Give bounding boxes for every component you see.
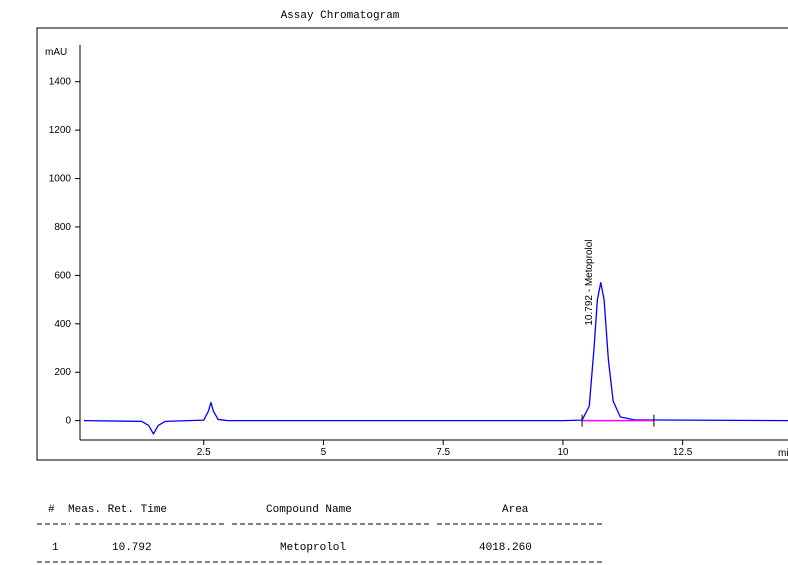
- peak-label: 10.792 - Metoprolol: [584, 239, 595, 325]
- table-cell: 4018.260: [479, 542, 532, 554]
- table-cell: Metoprolol: [280, 542, 346, 554]
- y-tick-label: 1200: [49, 125, 72, 136]
- table-cell: 1: [52, 542, 59, 554]
- x-tick-label: 7.5: [436, 447, 450, 458]
- y-tick-label: 400: [54, 319, 71, 330]
- table-header: Area: [502, 504, 529, 516]
- y-tick-label: 0: [65, 416, 71, 427]
- table-header: Compound Name: [266, 504, 352, 516]
- y-tick-label: 800: [54, 222, 71, 233]
- x-tick-label: 2.5: [197, 447, 211, 458]
- y-tick-label: 1400: [49, 77, 72, 88]
- table-header: #: [48, 504, 55, 516]
- chart-title: Assay Chromatogram: [281, 10, 400, 22]
- plot-frame: [36, 27, 788, 461]
- y-axis-label: mAU: [45, 47, 67, 58]
- x-tick-label: 10: [557, 447, 569, 458]
- y-tick-label: 600: [54, 270, 71, 281]
- y-tick-label: 1000: [49, 174, 72, 185]
- trace: [83, 282, 788, 435]
- x-tick-label: 5: [321, 447, 327, 458]
- y-tick-label: 200: [54, 367, 71, 378]
- x-tick-label: 12.5: [673, 447, 693, 458]
- table-rules: [37, 523, 603, 563]
- table-cell: 10.792: [112, 542, 152, 554]
- table-header: Meas. Ret. Time: [68, 504, 167, 516]
- x-axis-label: min: [778, 448, 788, 459]
